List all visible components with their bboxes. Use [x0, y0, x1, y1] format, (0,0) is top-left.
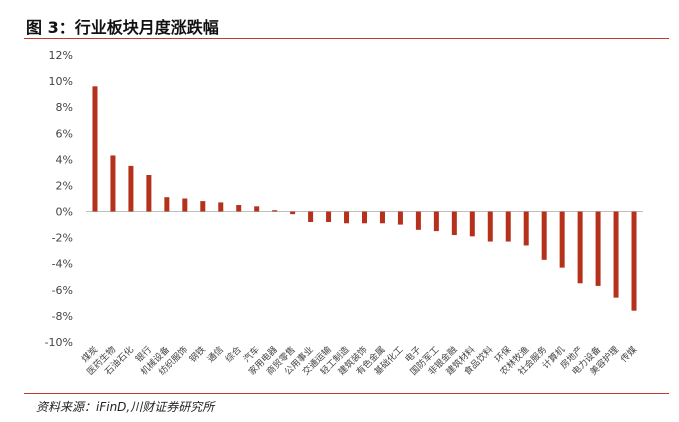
y-tick-label: -10%	[45, 336, 73, 349]
x-tick-label: 综合	[223, 344, 244, 365]
bar-chart: 12% 10% 8% 6% 4% 2% 0% -2% -4% -6% -8% -10% 煤炭医药生物石…	[45, 49, 643, 378]
bar	[182, 198, 188, 212]
x-tick-label: 传媒	[618, 344, 639, 365]
bar	[451, 211, 457, 236]
bar	[397, 211, 403, 225]
y-tick-label: 6%	[56, 127, 73, 140]
bar	[559, 211, 565, 268]
bar	[505, 211, 511, 242]
bar	[92, 86, 98, 212]
y-tick-label: -2%	[52, 232, 73, 245]
bar	[469, 211, 475, 237]
y-tick-label: 8%	[56, 101, 73, 114]
bar	[272, 210, 278, 212]
bar	[631, 211, 637, 311]
bar	[487, 211, 493, 242]
bar	[379, 211, 385, 224]
source-note: 资料来源：iFinD,川财证券研究所	[36, 400, 215, 414]
bar	[613, 211, 619, 298]
bar	[254, 206, 260, 212]
bar	[523, 211, 529, 246]
bar	[344, 211, 350, 224]
y-tick-label: 4%	[56, 153, 73, 166]
y-tick-label: 12%	[49, 49, 73, 62]
bar	[415, 211, 421, 230]
figure-title: 图 3：行业板块月度涨跌幅	[26, 18, 219, 37]
bar	[541, 211, 547, 260]
y-axis-labels: 12% 10% 8% 6% 4% 2% 0% -2% -4% -6% -8% -10%	[45, 49, 73, 349]
bar	[308, 211, 314, 222]
y-tick-label: 10%	[49, 75, 73, 88]
bar	[218, 202, 224, 212]
bar	[146, 175, 152, 212]
bar	[164, 197, 170, 212]
bar	[236, 205, 242, 212]
y-tick-label: 0%	[56, 206, 73, 219]
title-rule	[24, 38, 669, 39]
x-axis-labels: 煤炭医药生物石油石化银行机械设备纺织服饰钢铁通信综合汽车家用电器商贸零售公用事业…	[79, 344, 639, 378]
y-tick-label: 2%	[56, 179, 73, 192]
y-tick-label: -6%	[52, 284, 73, 297]
bar	[362, 211, 367, 224]
bar	[110, 155, 116, 212]
y-tick-label: -8%	[52, 310, 73, 323]
x-tick-label: 钢铁	[187, 344, 208, 365]
bar	[326, 211, 332, 222]
bars	[92, 86, 637, 311]
source-rule	[24, 393, 669, 394]
bar	[433, 211, 439, 232]
bar	[290, 211, 296, 215]
y-tick-label: -4%	[52, 258, 73, 271]
x-tick-label: 通信	[205, 344, 226, 365]
bar	[128, 165, 134, 212]
bar	[595, 211, 601, 286]
bar	[200, 201, 206, 212]
bar	[577, 211, 583, 284]
